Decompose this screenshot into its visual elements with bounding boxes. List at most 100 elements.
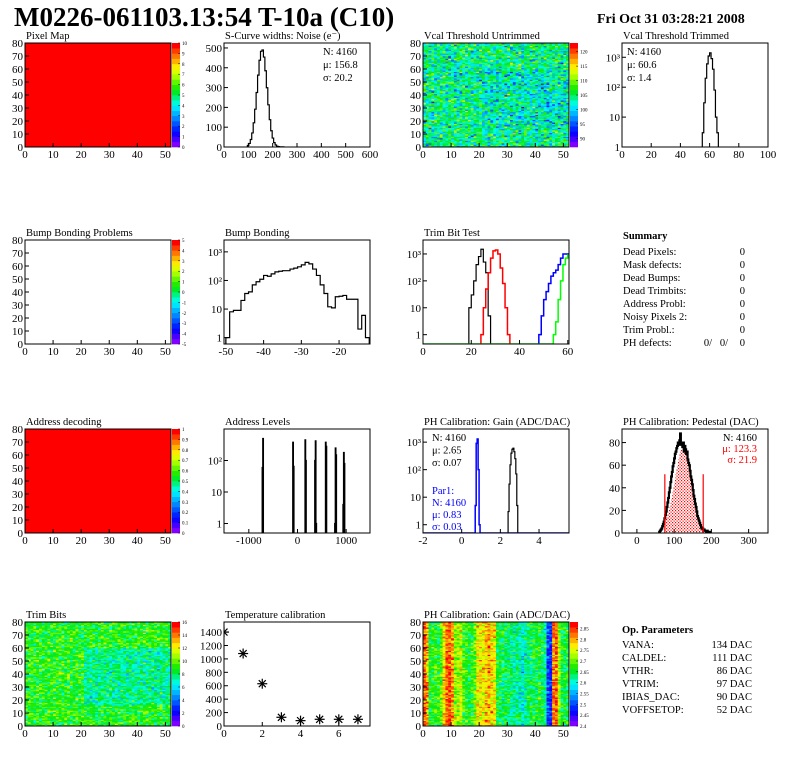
heatmap-cell [498,52,502,54]
heatmap-cell [459,110,463,113]
heatmap-cell [543,71,547,74]
heatmap-cell [566,111,569,114]
heatmap-cell [515,113,519,115]
heatmap-cell [453,131,457,133]
heatmap-cell [552,58,556,61]
heatmap-cell [521,114,525,117]
heatmap-cell [546,119,550,122]
heatmap-cell [493,49,497,52]
heatmap-cell [473,104,477,106]
heatmap-cell [566,118,569,120]
heatmap-cell [33,684,37,686]
heatmap-cell [546,61,550,63]
heatmap-cell [518,131,522,133]
heatmap-cell [467,65,472,67]
heatmap-cell [437,54,441,57]
heatmap-cell [470,144,474,146]
heatmap-cell [526,71,530,74]
heatmap-cell [470,87,474,89]
heatmap-cell [529,63,533,66]
heatmap-cell [546,121,550,123]
heatmap-cell [434,92,438,94]
heatmap-cell [529,57,533,59]
heatmap-cell [30,655,34,658]
heatmap-cell [501,93,505,96]
heatmap-cell [501,85,505,88]
heatmap-cell [504,124,508,127]
heatmap-cell [476,111,480,114]
plot-frame [422,428,570,534]
heatmap-cell [27,653,31,655]
heatmap-cell [560,137,564,140]
histogram-bin [262,437,265,533]
heatmap-cell [465,66,469,68]
heatmap-cell [481,123,486,126]
x-tick-label: 60 [562,346,574,358]
heatmap-cell [448,114,452,117]
heatmap-cell [437,109,441,111]
heatmap-cell [524,54,528,57]
heatmap-cell [557,61,561,63]
heatmap-cell [437,89,441,92]
heatmap-cell [507,76,511,79]
heatmap-cell [510,92,514,94]
heatmap-cell [30,674,34,676]
heatmap-cell [549,143,553,145]
heatmap-cell [546,101,550,104]
heatmap-cell [535,63,539,66]
heatmap-cell [487,45,491,48]
palette-label: 100 [580,108,588,113]
heatmap-cell [566,70,569,72]
heatmap-cell [479,111,483,114]
heatmap-cell [535,131,539,133]
heatmap-cell [30,671,34,673]
heatmap-cell [496,115,500,118]
heatmap-cell [473,62,477,65]
heatmap-cell [451,110,455,113]
heatmap-cell [560,105,564,107]
heatmap-cell [481,45,486,48]
heatmap-cell [524,139,528,141]
heatmap-cell [442,118,446,120]
heatmap-cell [470,79,474,81]
heatmap-cell [540,96,545,98]
heatmap-cell [535,137,539,140]
histogram-series-0 [225,261,370,344]
heatmap-cell [490,80,494,83]
heatmap-cell [431,110,435,113]
heatmap-cell [442,82,446,84]
heatmap-cell [538,76,542,79]
heatmap-cell [521,131,525,133]
heatmap-cell [535,54,539,57]
heatmap-cell [451,58,455,61]
heatmap-cell [552,61,556,63]
heatmap-cell [498,105,502,107]
heatmap-cell [554,104,559,106]
heatmap-cell [515,85,519,88]
heatmap-cell [437,58,441,61]
heatmap-cell [484,49,488,52]
heatmap-cell [540,76,545,79]
heatmap-cell [479,134,483,136]
heatmap-cell [442,145,446,147]
heatmap-cell [487,82,491,84]
heatmap-cell [490,79,494,81]
heatmap-cell [546,115,550,118]
heatmap-cell [470,106,474,109]
palette-label: 5 [182,94,185,99]
heatmap-cell [431,56,435,58]
heatmap-cell [535,45,539,48]
heatmap-cell [518,53,522,55]
heatmap-cell [504,43,508,45]
heatmap-cell [507,113,511,115]
heatmap-cell [484,122,488,124]
heatmap-cell [566,126,569,128]
heatmap-cell [456,93,460,96]
heatmap-cell [25,693,29,696]
heatmap-cell [512,141,516,144]
heatmap-cell [512,92,516,94]
heatmap-cell [563,46,567,49]
heatmap-cell [526,109,530,111]
heatmap-cell [560,45,564,48]
heatmap-cell [540,89,545,92]
